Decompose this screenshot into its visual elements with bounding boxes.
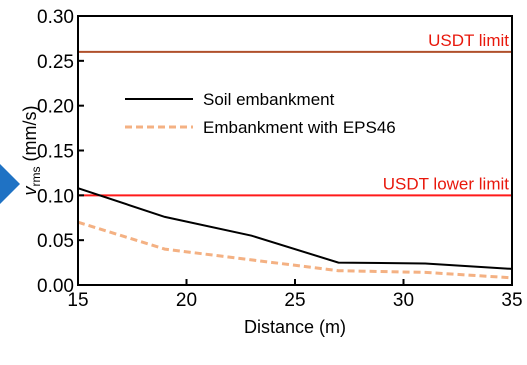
x-tick-label: 30: [393, 290, 414, 311]
y-tick-label: 0.15: [37, 142, 74, 163]
x-tick-label: 25: [284, 290, 305, 311]
x-tick-label: 15: [67, 290, 88, 311]
series-line-1: [77, 220, 513, 280]
legend-label-soil-embankment: Soil embankment: [203, 90, 335, 109]
y-axis-title: vrms (mm/s): [20, 106, 43, 196]
plot-frame: [77, 15, 513, 286]
series-lines: [77, 187, 513, 280]
usdt-lower-limit-label: USDT lower limit: [383, 174, 510, 193]
y-axis-title-subscript: rms: [29, 166, 43, 186]
y-axis-title-symbol: v: [20, 185, 40, 195]
series-line-0: [77, 187, 513, 270]
x-axis-title: Distance (m): [244, 317, 346, 337]
y-tick-label: 0.25: [37, 52, 74, 73]
usdt-limit-label: USDT limit: [428, 31, 509, 50]
y-tick-label: 0.30: [37, 7, 74, 28]
legend-label-embankment-with-eps46: Embankment with EPS46: [203, 118, 396, 137]
y-axis-title-unit: (mm/s): [20, 106, 40, 167]
reference-lines: [78, 50, 512, 197]
arrow-pointer-icon: [0, 164, 20, 204]
y-tick-label: 0.05: [37, 231, 74, 252]
y-tick-label: 0.10: [37, 186, 74, 207]
y-tick-label: 0.00: [37, 276, 74, 297]
x-tick-label: 20: [176, 290, 197, 311]
legend: Soil embankment Embankment with EPS46: [125, 90, 396, 137]
x-tick-label: 35: [501, 290, 522, 311]
axis-ticks: 15 20 25 30 35 0.00 0.05 0.10 0.15 0.20 0.25 0.30: [37, 7, 523, 311]
y-tick-label: 0.20: [37, 97, 74, 118]
